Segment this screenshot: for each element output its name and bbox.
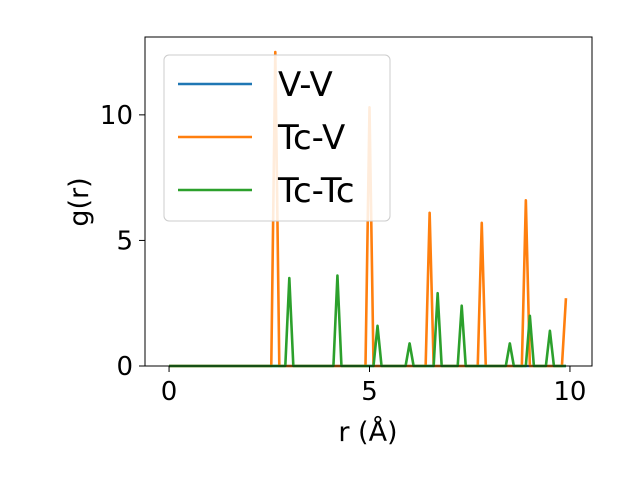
ticks-layer: 0 5 10 0 5 10 bbox=[100, 101, 587, 407]
y-tick-label: 5 bbox=[116, 226, 133, 256]
x-tick-label: 10 bbox=[553, 377, 586, 407]
axes-frame bbox=[144, 36, 593, 367]
x-tick-label: 5 bbox=[361, 377, 378, 407]
series-line-tc-v bbox=[169, 50, 568, 368]
y-tick-label: 0 bbox=[116, 352, 133, 382]
legend-label-tc-v: Tc-V bbox=[277, 118, 345, 158]
x-axis-label: r (Å) bbox=[338, 416, 397, 448]
legend: V-V Tc-V Tc-Tc bbox=[163, 54, 391, 222]
x-tick-label: 0 bbox=[161, 377, 178, 407]
legend-box bbox=[163, 54, 391, 222]
y-tick-label: 10 bbox=[100, 101, 133, 131]
legend-label-v-v: V-V bbox=[278, 65, 333, 105]
y-axis-label: g(r) bbox=[64, 177, 95, 226]
legend-label-tc-tc: Tc-Tc bbox=[277, 171, 355, 211]
series-line-tc-tc bbox=[169, 274, 566, 368]
